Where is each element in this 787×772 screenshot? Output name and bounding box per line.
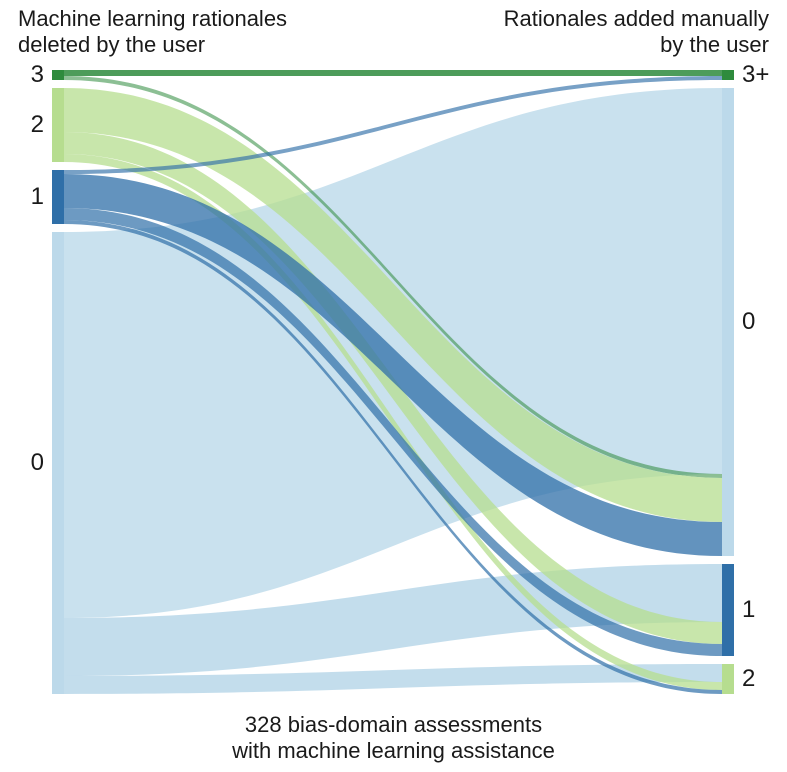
sankey-figure: Machine learning rationalesdeleted by th… [0, 0, 787, 772]
sankey-link [64, 70, 722, 76]
left-node-2 [52, 88, 64, 162]
left-axis-title: Machine learning rationalesdeleted by th… [18, 6, 287, 59]
left-label-2: 2 [31, 111, 44, 139]
right-label-1: 1 [742, 596, 755, 624]
right-node-2 [722, 664, 734, 694]
right-node-1 [722, 564, 734, 656]
right-node-0 [722, 88, 734, 556]
left-label-0: 0 [31, 449, 44, 477]
left-label-1: 1 [31, 183, 44, 211]
left-label-3: 3 [31, 61, 44, 89]
left-node-1 [52, 170, 64, 224]
right-label-2: 2 [742, 665, 755, 693]
right-label-3+: 3+ [742, 61, 769, 89]
left-node-3 [52, 70, 64, 80]
right-label-0: 0 [742, 308, 755, 336]
right-axis-title: Rationales added manuallyby the user [504, 6, 769, 59]
right-node-3+ [722, 70, 734, 80]
left-node-0 [52, 232, 64, 694]
sankey-svg [52, 70, 734, 702]
figure-caption: 328 bias-domain assessmentswith machine … [0, 712, 787, 765]
